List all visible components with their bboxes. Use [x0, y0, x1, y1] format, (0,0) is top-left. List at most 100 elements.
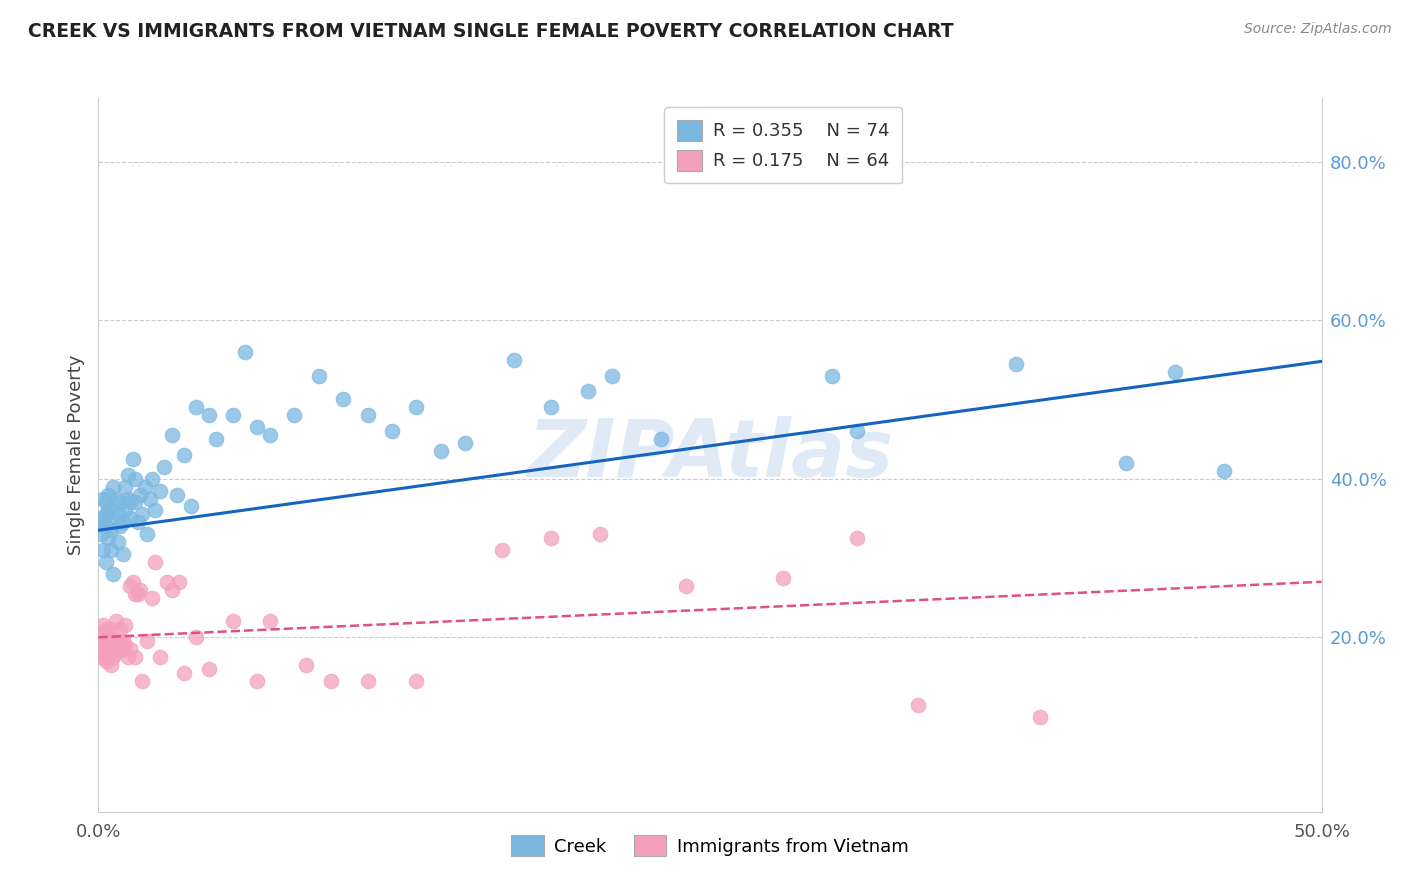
Point	[104, 516, 127, 530]
Point	[295, 658, 318, 673]
Point	[141, 472, 163, 486]
Point	[101, 642, 124, 657]
Point	[97, 531, 120, 545]
Point	[134, 480, 156, 494]
Point	[180, 500, 202, 514]
Point	[110, 623, 132, 637]
Point	[114, 480, 136, 494]
Point	[117, 491, 139, 506]
Point	[100, 503, 122, 517]
Point	[129, 487, 152, 501]
Point	[600, 368, 623, 383]
Point	[907, 698, 929, 712]
Point	[94, 495, 117, 509]
Point	[104, 491, 127, 506]
Text: CREEK VS IMMIGRANTS FROM VIETNAM SINGLE FEMALE POVERTY CORRELATION CHART: CREEK VS IMMIGRANTS FROM VIETNAM SINGLE …	[28, 22, 953, 41]
Point	[121, 574, 143, 589]
Point	[94, 634, 117, 648]
Point	[91, 491, 114, 506]
Point	[845, 531, 868, 545]
Point	[120, 495, 142, 509]
Point	[160, 582, 183, 597]
Point	[149, 650, 172, 665]
Point	[91, 516, 114, 530]
Point	[845, 424, 868, 438]
Point	[156, 574, 179, 589]
Point	[94, 654, 117, 668]
Point	[111, 634, 134, 648]
Point	[143, 555, 166, 569]
Point	[124, 650, 146, 665]
Point	[503, 352, 526, 367]
Point	[101, 634, 124, 648]
Point	[166, 487, 188, 501]
Point	[246, 673, 269, 688]
Point	[141, 591, 163, 605]
Point	[1004, 357, 1026, 371]
Point	[111, 516, 134, 530]
Point	[100, 523, 122, 537]
Point	[111, 642, 134, 657]
Point	[1029, 709, 1052, 723]
Point	[167, 574, 190, 589]
Point	[491, 543, 513, 558]
Point	[94, 555, 117, 569]
Point	[405, 673, 427, 688]
Point	[100, 638, 122, 652]
Point	[143, 503, 166, 517]
Point	[97, 650, 120, 665]
Point	[104, 646, 127, 660]
Point	[117, 467, 139, 482]
Point	[124, 472, 146, 486]
Point	[94, 519, 117, 533]
Point	[589, 527, 612, 541]
Point	[107, 535, 129, 549]
Point	[91, 646, 114, 660]
Point	[91, 618, 114, 632]
Point	[97, 503, 120, 517]
Point	[259, 428, 281, 442]
Point	[114, 503, 136, 517]
Point	[540, 531, 562, 545]
Point	[117, 650, 139, 665]
Point	[90, 527, 112, 541]
Point	[430, 444, 453, 458]
Point	[821, 368, 844, 383]
Point	[173, 448, 195, 462]
Point	[454, 436, 477, 450]
Point	[772, 571, 794, 585]
Point	[308, 368, 330, 383]
Point	[101, 480, 124, 494]
Point	[100, 543, 122, 558]
Point	[107, 642, 129, 657]
Point	[107, 508, 129, 522]
Point	[107, 634, 129, 648]
Point	[233, 344, 256, 359]
Point	[356, 409, 378, 423]
Point	[197, 409, 219, 423]
Point	[94, 642, 117, 657]
Point	[332, 392, 354, 407]
Point	[120, 579, 142, 593]
Point	[114, 638, 136, 652]
Text: Source: ZipAtlas.com: Source: ZipAtlas.com	[1244, 22, 1392, 37]
Point	[149, 483, 172, 498]
Point	[110, 634, 132, 648]
Point	[576, 384, 599, 399]
Point	[259, 615, 281, 629]
Point	[97, 487, 120, 501]
Point	[91, 638, 114, 652]
Point	[100, 658, 122, 673]
Point	[186, 401, 208, 415]
Point	[675, 579, 697, 593]
Point	[356, 673, 378, 688]
Point	[381, 424, 404, 438]
Point	[1164, 365, 1187, 379]
Point	[90, 634, 112, 648]
Point	[121, 451, 143, 466]
Point	[101, 650, 124, 665]
Point	[136, 527, 159, 541]
Point	[94, 508, 117, 522]
Point	[114, 618, 136, 632]
Point	[101, 566, 124, 581]
